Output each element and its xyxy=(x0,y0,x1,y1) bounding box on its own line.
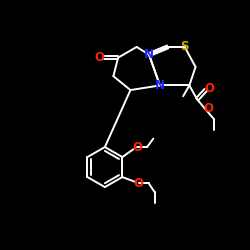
Text: O: O xyxy=(204,102,214,115)
Text: N: N xyxy=(155,79,165,92)
Text: O: O xyxy=(204,82,214,95)
Text: O: O xyxy=(132,140,142,153)
Text: O: O xyxy=(94,51,104,64)
Text: O: O xyxy=(134,177,143,190)
Text: N: N xyxy=(144,48,154,61)
Text: S: S xyxy=(180,40,189,54)
